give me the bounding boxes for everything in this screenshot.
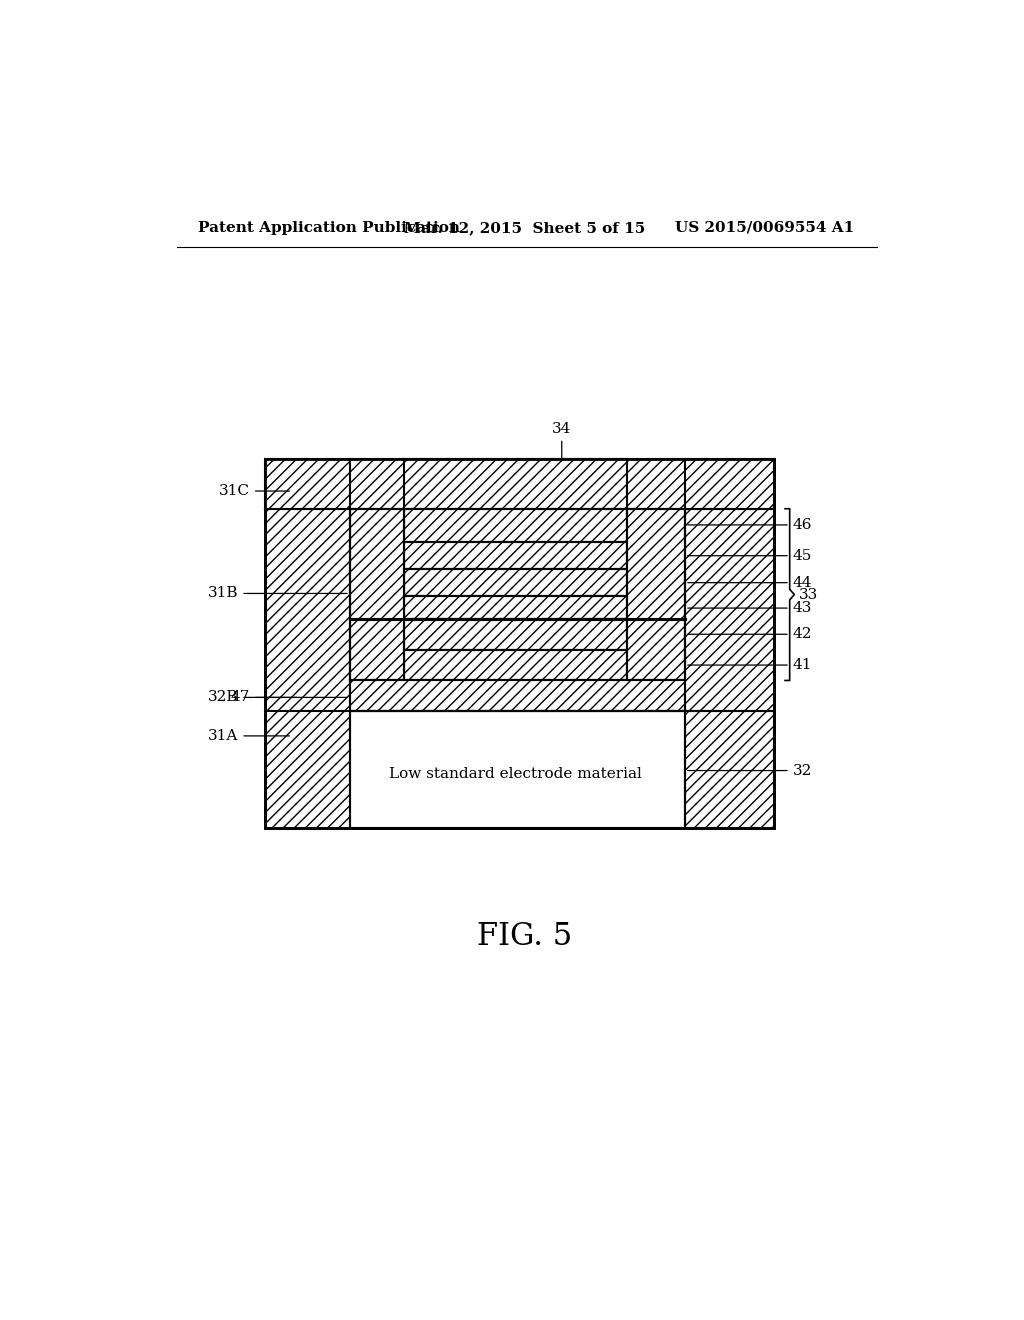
- Bar: [350, 508, 403, 681]
- Bar: [403, 543, 628, 569]
- Text: US 2015/0069554 A1: US 2015/0069554 A1: [675, 220, 854, 235]
- Text: 45: 45: [688, 549, 812, 562]
- Text: 32: 32: [688, 763, 812, 777]
- Bar: [265, 459, 773, 829]
- Text: 47: 47: [230, 690, 347, 705]
- Text: 41: 41: [688, 659, 812, 672]
- Bar: [403, 459, 628, 829]
- Bar: [265, 459, 773, 829]
- Bar: [403, 459, 628, 508]
- Text: 31B: 31B: [208, 586, 347, 601]
- Text: 46: 46: [688, 517, 812, 532]
- Bar: [628, 508, 685, 681]
- Text: 34: 34: [552, 421, 571, 458]
- Text: FIG. 5: FIG. 5: [477, 920, 572, 952]
- Bar: [350, 681, 685, 711]
- Bar: [350, 681, 685, 711]
- Bar: [350, 711, 685, 829]
- Text: Low standard electrode material: Low standard electrode material: [389, 767, 642, 781]
- Bar: [403, 595, 628, 619]
- Text: 31C: 31C: [219, 484, 290, 498]
- Bar: [685, 711, 773, 829]
- Text: Patent Application Publication: Patent Application Publication: [199, 220, 461, 235]
- Text: 33: 33: [799, 587, 818, 602]
- Text: 32B: 32B: [208, 690, 297, 705]
- Text: 44: 44: [688, 576, 812, 590]
- Bar: [265, 459, 773, 508]
- Bar: [403, 508, 628, 543]
- Text: 43: 43: [688, 601, 812, 615]
- Bar: [403, 649, 628, 681]
- Text: Mar. 12, 2015  Sheet 5 of 15: Mar. 12, 2015 Sheet 5 of 15: [404, 220, 645, 235]
- Text: 42: 42: [688, 627, 812, 642]
- Bar: [350, 711, 685, 829]
- Text: 31A: 31A: [208, 729, 290, 743]
- Bar: [403, 569, 628, 595]
- Bar: [403, 619, 628, 649]
- Bar: [350, 508, 403, 681]
- Bar: [628, 508, 685, 681]
